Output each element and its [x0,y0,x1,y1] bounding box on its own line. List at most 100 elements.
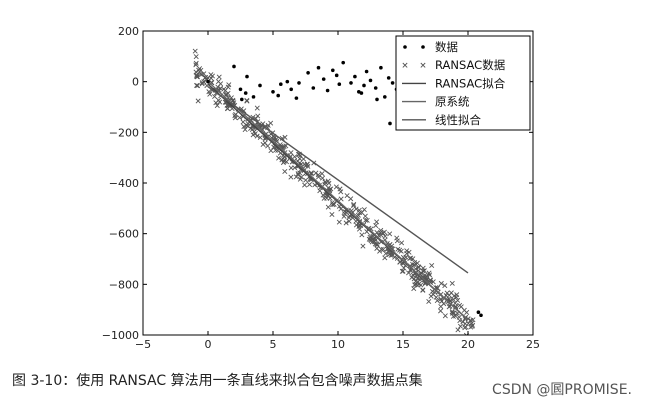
ransac-data-point [208,75,214,81]
ransac-data-point [433,294,439,300]
ransac-data-point [438,308,444,314]
ransac-data-point [355,212,361,218]
y-tick-label: −600 [109,228,139,241]
ransac-data-point [254,105,260,111]
ransac-data-point [457,318,463,324]
x-tick-label: 20 [461,338,475,351]
ransac-data-point [282,169,288,175]
ransac-data-point [279,135,285,141]
ransac-data-point [357,210,363,216]
ransac-data-point [317,188,323,194]
ransac-data-point [421,268,427,274]
data-point [271,90,275,94]
ransac-data-point [250,132,256,138]
ransac-data-point [228,95,234,101]
ransac-data-point [194,82,200,88]
data-point [251,95,256,99]
legend-marker-dot [421,45,425,49]
data-point [276,93,281,98]
fit-line-3 [207,81,469,321]
ransac-data-point [442,313,448,319]
ransac-data-point [448,290,454,296]
data-point [362,83,366,88]
data-point [297,81,301,85]
plot-inner [192,48,483,335]
figure-caption: 图 3-10：使用 RANSAC 算法用一条直线来拟合包含噪声数据点集 [12,373,423,389]
ransac-data-point [322,179,328,185]
data-point [373,86,378,90]
ransac-data-point [193,54,199,60]
ransac-data-series [192,48,476,335]
data-point [379,65,383,70]
ransac-data-point [282,157,288,163]
ransac-data-point [356,226,363,232]
ransac-data-point [268,120,274,126]
ransac-data-point [453,304,459,310]
ransac-data-point [319,175,326,181]
ransac-data-point [215,79,221,85]
ransac-data-point [212,93,218,99]
ransac-data-point [395,246,401,252]
ransac-data-point [401,265,407,271]
ransac-data-point [378,232,384,238]
ransac-data-point [449,310,456,316]
x-tick-label: 10 [331,338,345,351]
ransac-data-point [400,268,406,274]
ransac-data-point [222,87,228,93]
ransac-data-point [449,309,455,315]
ransac-data-point [457,323,463,329]
data-point [341,60,346,65]
ransac-data-point [373,223,379,229]
ransac-data-point [329,211,335,218]
ransac-data-point [363,217,369,223]
x-tick-label: 0 [205,338,212,351]
ransac-data-point [461,307,467,313]
ransac-data-point [276,155,282,161]
data-point [294,96,299,100]
ransac-data-point [416,265,422,271]
watermark: CSDN @囻PROMISE. [492,382,632,398]
ransac-data-point [281,143,287,149]
ransac-data-point [434,285,440,291]
ransac-data-point [387,231,393,237]
data-point [353,74,357,79]
ransac-data-point [341,213,347,219]
data-point [316,65,321,70]
ransac-data-point [216,74,222,80]
ransac-data-point [305,163,311,169]
ransac-data-point [313,170,319,176]
ransac-data-point [338,189,344,195]
data-point [306,71,310,75]
ransac-data-point [199,80,205,86]
ransac-data-point [373,237,379,243]
ransac-data-point [415,279,421,285]
ransac-data-point [303,177,309,183]
ransac-data-point [209,73,216,79]
ransac-data-point [344,193,350,199]
data-point [349,81,353,85]
ransac-data-point [232,113,238,119]
y-tick-label: −400 [109,177,139,190]
data-point [375,97,379,102]
ransac-data-point [194,74,200,80]
y-tick-label: 200 [118,25,139,38]
data-point [368,78,373,83]
ransac-data-point [307,182,313,188]
ransac-data-point [244,97,250,103]
data-point [238,87,243,92]
ransac-data-point [197,66,203,72]
fit-line-4 [207,86,469,274]
ransac-data-point [336,219,342,225]
ransac-data-point [338,206,344,212]
data-point [331,68,335,73]
ransac-data-point [265,143,271,149]
data-point [325,88,330,93]
ransac-data-point [254,133,260,139]
data-point [479,313,483,318]
ransac-data-point [199,72,205,78]
ransac-data-point [226,82,232,88]
ransac-data-point [213,100,219,106]
legend-marker-x [420,62,426,68]
y-tick-label: 0 [132,76,139,89]
